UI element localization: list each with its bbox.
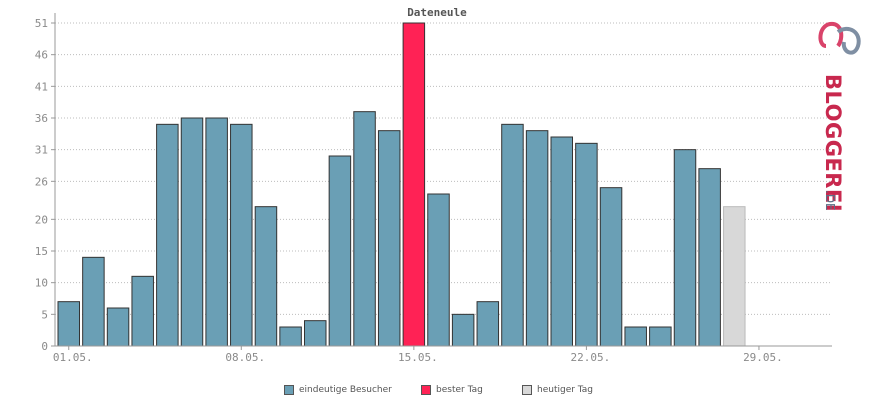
bar-visitors	[649, 326, 672, 347]
y-tick-label: 46	[35, 49, 48, 62]
x-tick-label: 08.05.	[225, 351, 265, 364]
bar-chart: 0 5 10 15 20 26 31 36 41 46 51 01.05. 08.05. 15.05. 2…	[35, 6, 832, 364]
x-axis-ticks: 01.05. 08.05. 15.05. 22.05. 29.05.	[53, 346, 783, 364]
y-tick-label: 26	[35, 175, 48, 188]
x-tick-label: 22.05.	[571, 351, 611, 364]
bar-visitors	[624, 326, 647, 347]
y-tick-label: 41	[35, 80, 48, 93]
legend-item-visitors: eindeutige Besucher	[284, 385, 392, 395]
y-tick-label: 0	[41, 340, 48, 353]
bar-visitors	[353, 111, 376, 347]
legend-label-today: heutiger Tag	[537, 385, 594, 395]
bar-visitors	[230, 123, 253, 347]
chart-title: Dateneule	[407, 6, 467, 19]
legend-swatch-visitors	[284, 385, 294, 395]
y-tick-label: 5	[41, 308, 48, 321]
legend: eindeutige Besucher bester Tag heutiger …	[0, 385, 870, 399]
bar-visitors	[501, 123, 524, 347]
legend-label-best-day: bester Tag	[436, 385, 483, 395]
bloggerei-logo: BLOGGEREI .DE	[818, 21, 861, 212]
y-tick-label: 31	[35, 144, 48, 157]
legend-swatch-best-day	[421, 385, 431, 395]
bar-visitors	[476, 301, 500, 347]
y-tick-label: 10	[35, 277, 48, 290]
x-tick-label: 01.05.	[53, 351, 93, 364]
bar-visitors	[698, 168, 721, 347]
logo-icon	[818, 21, 861, 55]
bar-visitors	[451, 313, 475, 347]
legend-item-today: heutiger Tag	[522, 385, 593, 395]
bar-visitors	[328, 155, 352, 347]
bars	[57, 22, 746, 347]
logo-suffix: .DE	[823, 190, 837, 211]
y-tick-label: 51	[35, 17, 48, 30]
axes	[51, 13, 832, 347]
bar-visitors	[304, 320, 327, 347]
bar-visitors	[205, 117, 228, 347]
x-tick-label: 29.05.	[743, 351, 783, 364]
bar-visitors	[131, 275, 154, 347]
y-tick-label: 15	[35, 245, 48, 258]
x-tick-label: 15.05.	[398, 351, 438, 364]
bar-visitors	[254, 206, 278, 347]
bar-visitors	[279, 326, 302, 347]
y-axis-ticks: 0 5 10 15 20 26 31 36 41 46 51	[35, 17, 55, 353]
legend-swatch-today	[522, 385, 532, 395]
bar-best-day	[402, 22, 426, 347]
y-tick-label: 36	[35, 112, 48, 125]
bar-today	[723, 206, 746, 347]
y-tick-label: 20	[35, 213, 48, 226]
legend-item-best-day: bester Tag	[421, 385, 483, 395]
bar-visitors	[599, 187, 623, 347]
bar-visitors	[377, 130, 401, 347]
legend-label-visitors: eindeutige Besucher	[299, 385, 392, 395]
bar-visitors	[82, 256, 105, 347]
logo-text: BLOGGEREI	[821, 74, 845, 212]
bar-visitors	[673, 149, 697, 347]
bar-visitors	[427, 193, 450, 347]
bar-visitors	[156, 123, 179, 347]
bar-visitors	[106, 307, 130, 347]
bar-visitors	[525, 130, 549, 347]
bar-visitors	[550, 136, 573, 347]
bar-visitors	[57, 301, 80, 347]
bar-visitors	[575, 142, 598, 347]
bar-visitors	[180, 117, 204, 347]
